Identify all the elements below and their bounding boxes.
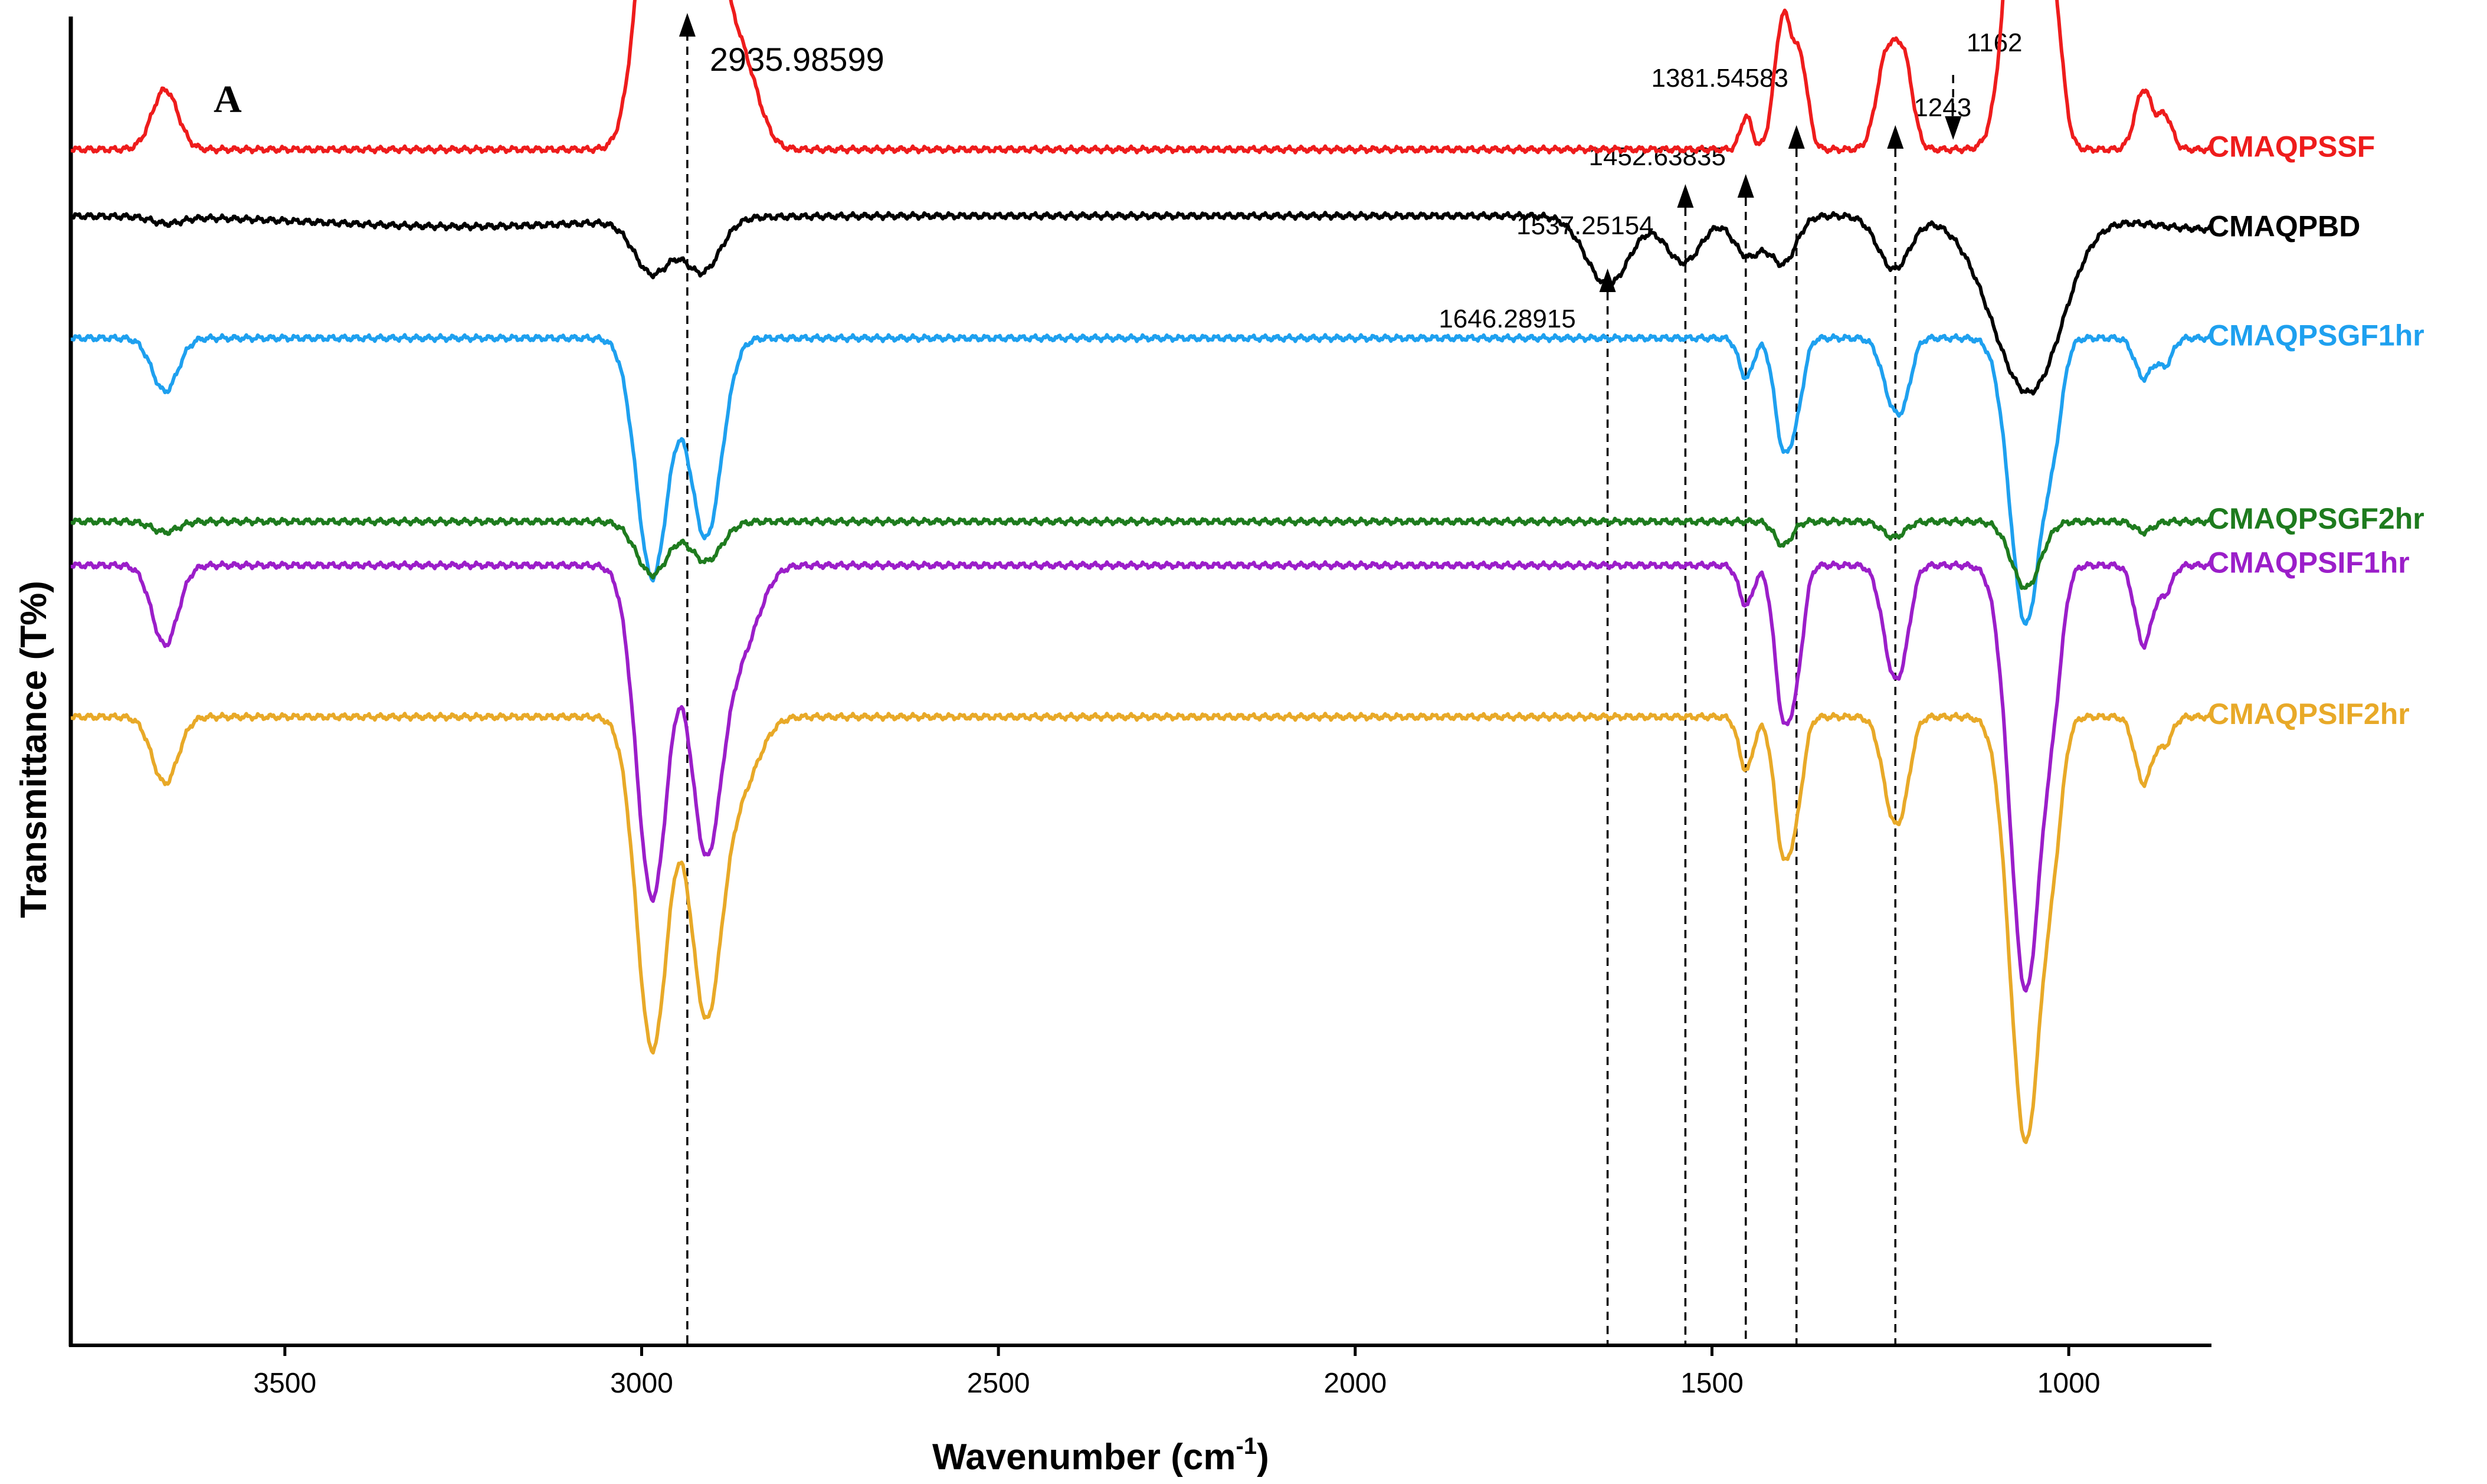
legend: CMAQPSSF CMAQPBD CMAQPSGF1hr CMAQPSGF2hr CMA… <box>2208 130 2424 731</box>
series-line-cmaqpbd <box>70 211 2213 396</box>
series-line-cmaqpsif2hr <box>70 712 2213 1144</box>
legend-label-cmaqpsif2hr: CMAQPSIF2hr <box>2208 697 2410 730</box>
legend-label-cmaqpbd: CMAQPBD <box>2208 210 2360 243</box>
annotation-arrowhead <box>679 13 696 37</box>
x-tick-label: 1000 <box>2037 1368 2101 1399</box>
series-line-cmaqpsgf2hr <box>70 516 2213 590</box>
x-tick-label: 3500 <box>253 1368 316 1399</box>
annotation-arrowhead <box>1788 125 1805 149</box>
annotation-arrowhead <box>1945 116 1962 140</box>
annotation-label: 1646.28915 <box>1439 304 1575 333</box>
legend-label-cmaqpsgf1hr: CMAQPSGF1hr <box>2208 319 2424 352</box>
panel-label: A <box>214 78 242 121</box>
annotation-arrowhead <box>1737 174 1754 198</box>
annotation-label: 1243 <box>1913 93 1971 122</box>
legend-label-cmaqpsgf2hr: CMAQPSGF2hr <box>2208 502 2424 535</box>
annotation-label: 1381.54583 <box>1651 64 1788 93</box>
y-axis-title: Transmittance (T%) <box>14 581 54 918</box>
spectra-series <box>70 0 2213 1144</box>
annotation-label: 1537.25154 <box>1516 211 1653 240</box>
x-tick-label: 2500 <box>967 1368 1030 1399</box>
x-ticks: 3500 3000 2500 2000 1500 1000 <box>253 1345 2101 1399</box>
series-line-cmaqpsif1hr <box>70 560 2213 993</box>
x-tick-label: 2000 <box>1323 1368 1387 1399</box>
x-tick-label: 1500 <box>1680 1368 1744 1399</box>
legend-label-cmaqpsif1hr: CMAQPSIF1hr <box>2208 546 2410 579</box>
series-line-cmaqpssf <box>70 0 2213 155</box>
annotation-arrowhead <box>1677 184 1694 208</box>
annotation-label: 1452.63835 <box>1589 142 1726 171</box>
annotation-label: 2935.98599 <box>710 41 884 78</box>
series-line-cmaqpsgf1hr <box>70 333 2213 626</box>
x-axis-title: Wavenumber (cm-1) <box>932 1433 1269 1478</box>
legend-label-cmaqpssf: CMAQPSSF <box>2208 130 2375 163</box>
annotation-label: 1162 <box>1967 28 2023 57</box>
annotation-arrowhead <box>1887 125 1904 149</box>
x-tick-label: 3000 <box>610 1368 673 1399</box>
